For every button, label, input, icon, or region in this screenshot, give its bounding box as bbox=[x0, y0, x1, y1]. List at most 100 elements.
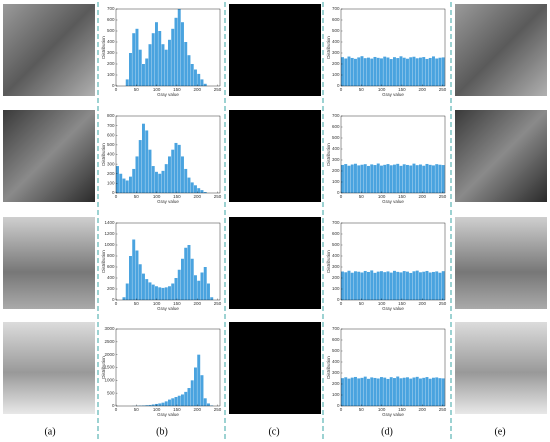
bar bbox=[415, 165, 419, 193]
x-tick-label: 100 bbox=[378, 407, 386, 412]
x-tick-label: 100 bbox=[153, 194, 161, 199]
bar bbox=[203, 267, 207, 300]
panel-label: (c) bbox=[268, 426, 279, 437]
x-axis-label: Gray value bbox=[382, 199, 404, 204]
y-tick-label: 600 bbox=[107, 17, 115, 22]
bar bbox=[412, 271, 416, 300]
bar bbox=[125, 180, 129, 193]
y-tick-label: 300 bbox=[107, 161, 115, 166]
bar bbox=[151, 404, 155, 406]
bar bbox=[393, 164, 396, 193]
y-axis-label: Distribution bbox=[101, 143, 106, 166]
panel-label: (a) bbox=[44, 426, 55, 437]
bar bbox=[428, 164, 432, 193]
photo bbox=[455, 110, 547, 202]
x-tick-label: 50 bbox=[359, 194, 365, 199]
bar bbox=[425, 163, 429, 193]
bar bbox=[145, 405, 149, 406]
y-tick-label: 700 bbox=[332, 113, 340, 118]
bar bbox=[409, 272, 413, 300]
y-tick-label: 700 bbox=[332, 6, 340, 11]
bar bbox=[367, 271, 370, 300]
bar bbox=[347, 56, 351, 86]
y-tick-label: 0 bbox=[112, 190, 115, 195]
bar bbox=[142, 405, 145, 406]
y-axis-label: Distribution bbox=[101, 36, 106, 59]
bar bbox=[373, 56, 377, 86]
bar bbox=[383, 164, 387, 193]
y-tick-label: 100 bbox=[332, 72, 340, 77]
y-tick-label: 0 bbox=[337, 190, 340, 195]
y-tick-label: 200 bbox=[107, 171, 115, 176]
x-tick-label: 0 bbox=[340, 194, 343, 199]
bar bbox=[184, 391, 188, 406]
cipher-image bbox=[229, 110, 321, 202]
x-axis-label: Gray value bbox=[157, 306, 179, 311]
bar bbox=[184, 168, 188, 193]
y-tick-label: 100 bbox=[107, 72, 115, 77]
bar bbox=[380, 377, 383, 406]
y-tick-label: 1000 bbox=[104, 242, 115, 247]
bar bbox=[357, 378, 361, 406]
bar bbox=[197, 73, 201, 86]
bar bbox=[419, 378, 422, 406]
y-tick-label: 400 bbox=[332, 39, 340, 44]
y-axis-label: Distribution bbox=[326, 250, 331, 273]
bar bbox=[116, 166, 119, 193]
bar bbox=[370, 270, 374, 300]
y-tick-label: 200 bbox=[107, 286, 115, 291]
y-tick-label: 1400 bbox=[104, 220, 115, 225]
bar bbox=[138, 49, 142, 86]
bar bbox=[181, 258, 184, 300]
bar bbox=[344, 272, 348, 300]
bar bbox=[360, 377, 364, 406]
bar bbox=[142, 273, 145, 300]
bar bbox=[171, 149, 175, 193]
bar bbox=[367, 378, 370, 406]
bar bbox=[177, 395, 181, 406]
bar bbox=[168, 399, 171, 406]
bar bbox=[435, 271, 439, 300]
bar bbox=[415, 376, 419, 406]
bar bbox=[119, 173, 123, 193]
bar bbox=[161, 287, 165, 300]
y-tick-label: 500 bbox=[332, 28, 340, 33]
y-tick-label: 400 bbox=[107, 39, 115, 44]
bar bbox=[190, 380, 194, 406]
bar bbox=[389, 272, 393, 300]
bar bbox=[432, 271, 435, 300]
bar bbox=[194, 275, 197, 300]
bar bbox=[210, 297, 214, 300]
y-axis-label: Distribution bbox=[101, 250, 106, 273]
bar bbox=[350, 164, 354, 193]
y-tick-label: 700 bbox=[107, 6, 115, 11]
bar bbox=[399, 56, 403, 86]
x-tick-label: 100 bbox=[153, 407, 161, 412]
histogram-chart: 0 100 200 300 400 500 600 700 0 50 100 150 200 250 Gra… bbox=[326, 6, 447, 97]
x-tick-label: 100 bbox=[378, 194, 386, 199]
y-axis-label: Distribution bbox=[326, 36, 331, 59]
y-tick-label: 1200 bbox=[104, 231, 115, 236]
bar bbox=[354, 376, 357, 406]
y-tick-label: 2500 bbox=[104, 339, 115, 344]
x-tick-label: 200 bbox=[193, 194, 201, 199]
bar bbox=[148, 404, 152, 406]
y-tick-label: 400 bbox=[107, 152, 115, 157]
bar bbox=[406, 58, 409, 86]
bar bbox=[422, 377, 426, 406]
bar bbox=[187, 55, 191, 86]
bar bbox=[181, 156, 184, 193]
plot-frame bbox=[115, 222, 221, 301]
bar bbox=[197, 354, 201, 406]
bar bbox=[376, 57, 380, 86]
bar bbox=[383, 377, 387, 406]
photo bbox=[455, 322, 547, 414]
x-tick-label: 50 bbox=[359, 301, 365, 306]
bar bbox=[386, 164, 390, 193]
bar bbox=[158, 173, 162, 193]
bar bbox=[396, 58, 400, 86]
bar bbox=[406, 271, 409, 300]
bar bbox=[376, 271, 380, 300]
bar bbox=[393, 270, 396, 300]
